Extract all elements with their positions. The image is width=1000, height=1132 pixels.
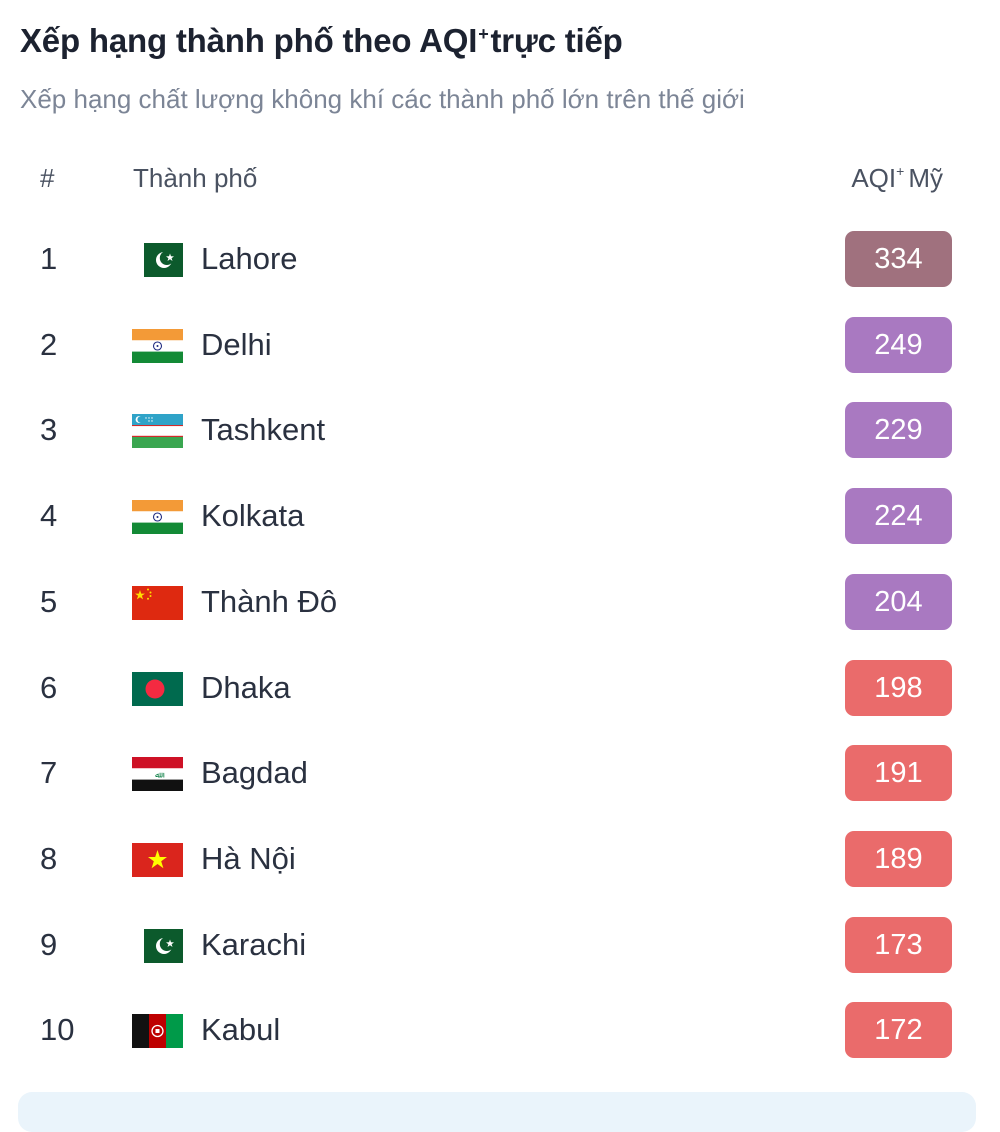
rank-number: 10 — [40, 1012, 75, 1048]
rank-number: 1 — [40, 241, 58, 276]
city-row[interactable]: 1 Lahore 334 — [0, 217, 1000, 303]
city-row[interactable]: 6 Dhaka 198 — [0, 646, 1000, 732]
city-row[interactable]: 3 Tashkent 229 — [0, 388, 1000, 474]
uzbekistan-flag — [132, 414, 183, 449]
page-subtitle: Xếp hạng chất lượng không khí các thành … — [20, 84, 745, 114]
aqi-header-tail: Mỹ — [908, 163, 943, 193]
title-tail: trực tiếp — [490, 22, 623, 59]
page-title: Xếp hạng thành phố theo AQI+trực tiếp — [20, 22, 623, 60]
city-name[interactable]: Tashkent — [201, 412, 326, 448]
aqi-badge: 224 — [845, 488, 952, 545]
vietnam-flag — [132, 842, 183, 877]
aqi-badge: 191 — [845, 745, 952, 802]
city-name[interactable]: Bagdad — [201, 755, 308, 791]
city-row[interactable]: 4 Kolkata 224 — [0, 474, 1000, 560]
city-row[interactable]: 2 Delhi 249 — [0, 303, 1000, 389]
city-row[interactable]: 8 Hà Nội 189 — [0, 817, 1000, 903]
rank-number: 7 — [40, 755, 58, 791]
pakistan-flag — [132, 243, 183, 277]
city-row[interactable]: 7 ﷲ Bagdad 191 — [0, 731, 1000, 817]
city-name[interactable]: Dhaka — [201, 669, 291, 705]
city-name[interactable]: Karachi — [201, 926, 307, 962]
china-flag — [132, 585, 183, 620]
india-flag — [132, 328, 183, 363]
afghanistan-flag — [132, 1014, 183, 1049]
aqi-badge: 189 — [845, 830, 952, 887]
city-row[interactable]: 9 Karachi 173 — [0, 903, 1000, 989]
aqi-badge: 334 — [845, 231, 952, 287]
title-superscript: + — [478, 24, 489, 44]
rank-column-header: # — [40, 163, 55, 193]
rank-number: 3 — [40, 412, 58, 448]
city-name[interactable]: Kabul — [201, 1012, 281, 1048]
aqi-badge: 198 — [845, 659, 952, 716]
aqi-badge: 172 — [845, 1002, 952, 1059]
aqi-badge: 229 — [845, 402, 952, 459]
aqi-badge: 173 — [845, 916, 952, 973]
india-flag — [132, 500, 183, 535]
city-row[interactable]: 10 Kabul 172 — [0, 988, 1000, 1074]
rank-number: 8 — [40, 840, 58, 876]
aqi-badge: 249 — [845, 316, 952, 373]
city-name[interactable]: Lahore — [201, 241, 298, 276]
aqi-badge: 204 — [845, 573, 952, 630]
city-row[interactable]: 5 Thành Đô 204 — [0, 560, 1000, 646]
aqi-header-main: AQI — [851, 163, 897, 193]
rank-number: 4 — [40, 498, 58, 534]
rank-number: 2 — [40, 326, 58, 362]
city-column-header: Thành phố — [133, 163, 258, 193]
city-name[interactable]: Thành Đô — [201, 583, 338, 619]
title-main: Xếp hạng thành phố theo AQI — [20, 22, 478, 59]
rank-number: 5 — [40, 583, 58, 619]
bottom-card — [18, 1092, 976, 1132]
city-name[interactable]: Delhi — [201, 326, 272, 362]
city-name[interactable]: Hà Nội — [201, 840, 296, 876]
pakistan-flag — [132, 928, 183, 963]
table-header: # Thành phố AQI+ Mỹ — [0, 160, 1000, 200]
rank-number: 9 — [40, 926, 58, 962]
iraq-flag: ﷲ — [132, 757, 183, 792]
aqi-column-header: AQI+ Mỹ — [851, 163, 943, 194]
rank-number: 6 — [40, 669, 58, 705]
bangladesh-flag — [132, 671, 183, 706]
city-name[interactable]: Kolkata — [201, 498, 305, 534]
aqi-header-superscript: + — [896, 163, 905, 179]
